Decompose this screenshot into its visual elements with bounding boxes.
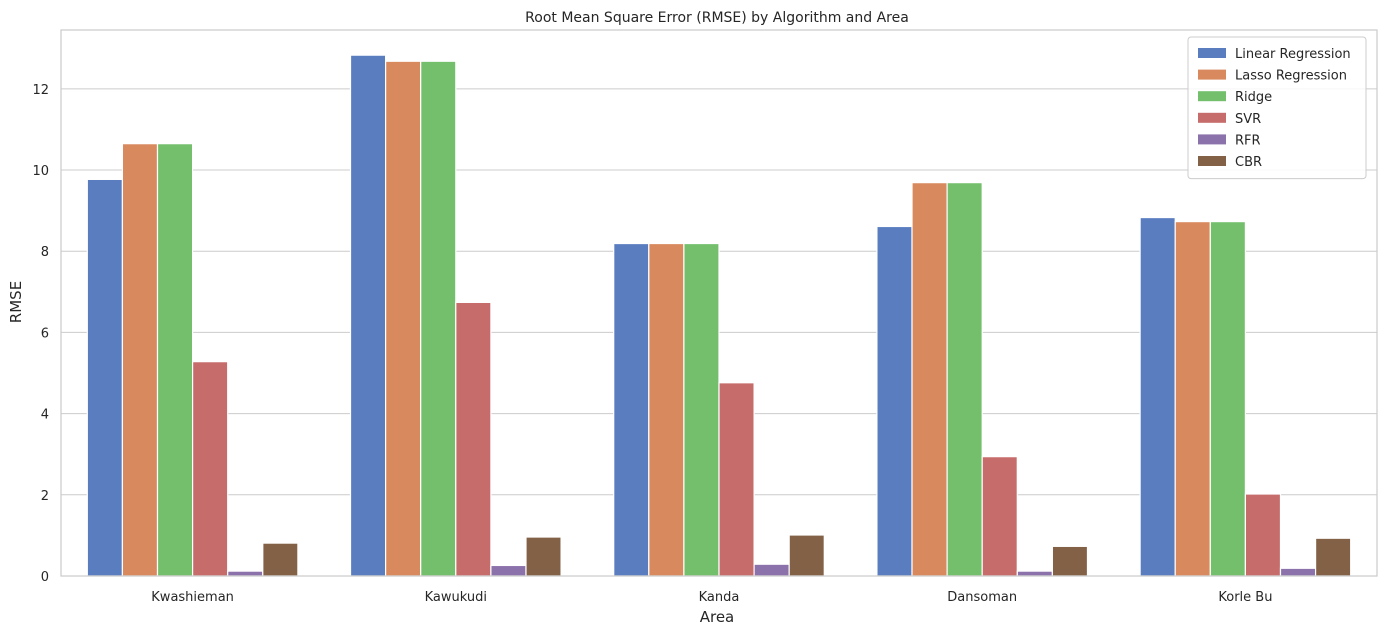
legend-label: SVR <box>1235 112 1261 127</box>
y-tick-label: 2 <box>41 489 49 504</box>
legend-box <box>1187 36 1367 180</box>
bar-rfr-kanda <box>753 563 790 577</box>
bar-cbr-kanda <box>788 534 825 577</box>
y-tick-label: 10 <box>32 164 49 179</box>
bar-linear-regression-korle-bu <box>1139 216 1176 577</box>
bar-linear-regression-kawukudi <box>349 54 387 577</box>
bar-lasso-regression-korle-bu <box>1174 221 1211 577</box>
bar-svr-kawukudi <box>455 301 492 577</box>
bar-lasso-regression-kanda <box>648 242 685 577</box>
legend-label: Ridge <box>1235 90 1272 105</box>
y-tick-label: 0 <box>41 570 49 585</box>
bar-cbr-kawukudi <box>525 536 562 577</box>
bar-ridge-kanda <box>683 242 720 577</box>
bar-svr-dansoman <box>981 456 1018 577</box>
bar-cbr-korle-bu <box>1314 537 1352 577</box>
x-tick-label: Korle Bu <box>1218 590 1272 605</box>
plot-frame <box>60 29 1378 577</box>
bar-ridge-kawukudi <box>420 60 457 577</box>
y-tick-label: 4 <box>41 408 49 423</box>
y-tick-label: 8 <box>41 245 49 260</box>
bar-linear-regression-dansoman <box>876 225 913 577</box>
bar-lasso-regression-dansoman <box>911 182 948 577</box>
bar-svr-kanda <box>718 382 755 577</box>
bar-svr-korle-bu <box>1244 493 1282 577</box>
bar-ridge-korle-bu <box>1209 221 1246 577</box>
bar-ridge-dansoman <box>946 182 983 577</box>
y-axis-label: RMSE <box>7 281 25 323</box>
legend-label: CBR <box>1235 155 1262 170</box>
bar-linear-regression-kanda <box>613 242 650 577</box>
bar-svr-kwashieman <box>192 361 229 577</box>
bar-lasso-regression-kawukudi <box>385 60 422 577</box>
legend-swatch <box>1198 91 1226 102</box>
bar-linear-regression-kwashieman <box>86 178 124 577</box>
legend-swatch <box>1198 69 1226 80</box>
x-tick-label: Kwashieman <box>151 590 234 605</box>
legend-swatch <box>1198 156 1226 166</box>
legend-swatch <box>1198 112 1226 123</box>
bar-lasso-regression-kwashieman <box>121 143 159 577</box>
bar-cbr-kwashieman <box>262 542 299 577</box>
x-axis-label: Area <box>700 608 735 626</box>
legend-swatch <box>1198 134 1226 145</box>
bar-rfr-kawukudi <box>490 564 527 577</box>
bars <box>86 54 1352 577</box>
legend-label: Linear Regression <box>1235 47 1351 62</box>
x-tick-label: Dansoman <box>947 590 1017 605</box>
legend-label: RFR <box>1235 133 1261 148</box>
x-tick-label: Kawukudi <box>425 590 487 605</box>
bar-rfr-dansoman <box>1016 570 1053 577</box>
bar-rfr-korle-bu <box>1279 567 1317 577</box>
tick-labels: 0 2 4 6 8 10 12 Kwashieman Kawukudi Kanda Dansoman… <box>32 83 1272 605</box>
legend-label: Lasso Regression <box>1235 69 1347 84</box>
x-tick-label: Kanda <box>699 590 740 605</box>
chart-title: Root Mean Square Error (RMSE) by Algorit… <box>525 10 909 26</box>
bar-rfr-kwashieman <box>227 570 264 577</box>
y-tick-label: 6 <box>41 326 49 341</box>
legend: Linear Regression Lasso Regression Ridge SV… <box>1187 36 1367 180</box>
bar-ridge-kwashieman <box>156 143 194 577</box>
bar-cbr-dansoman <box>1051 545 1089 577</box>
plot-border <box>60 29 1378 577</box>
y-tick-label: 12 <box>32 83 49 98</box>
legend-swatch <box>1198 48 1226 58</box>
